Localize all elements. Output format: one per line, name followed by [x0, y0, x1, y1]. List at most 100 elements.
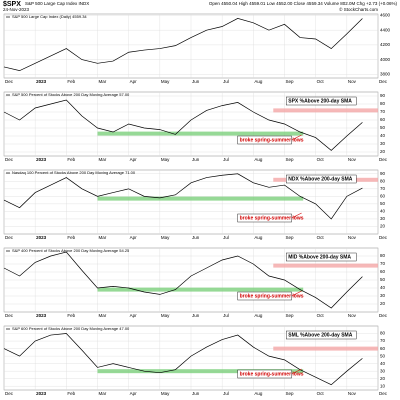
x-tick-label: Dec — [5, 391, 14, 396]
y-tick-label: 20 — [380, 224, 386, 229]
x-tick-label: 2023 — [36, 157, 47, 162]
y-tick-label: 90 — [380, 171, 386, 176]
y-tick-label: 50 — [380, 353, 386, 358]
x-tick-label: Jul — [223, 313, 229, 318]
x-tick-label: Jun — [192, 157, 200, 162]
x-tick-label: Nov — [348, 79, 357, 84]
credit: © StockCharts.com — [339, 6, 378, 12]
annotation-box — [286, 252, 357, 262]
level-band — [273, 108, 378, 113]
y-tick-label: 30 — [380, 368, 386, 373]
note-arrow — [291, 368, 302, 375]
annotation: MID %Above 200-day SMA — [288, 254, 351, 260]
x-tick-label: Apr — [130, 157, 138, 162]
y-tick-label: 40 — [380, 209, 386, 214]
x-tick-label: Feb — [67, 313, 75, 318]
x-tick-label: 2023 — [36, 235, 47, 240]
x-tick-label: Dec — [379, 235, 388, 240]
x-tick-label: Aug — [254, 79, 263, 84]
y-tick-label: 20 — [380, 376, 386, 381]
x-tick-label: Apr — [130, 235, 138, 240]
data-line — [3, 18, 363, 72]
x-tick-label: Apr — [130, 313, 138, 318]
y-tick-label: 20 — [380, 301, 386, 306]
x-tick-label: Jul — [223, 391, 229, 396]
y-tick-label: 4200 — [380, 42, 391, 47]
y-tick-label: 70 — [380, 186, 386, 191]
y-tick-label: 30 — [380, 141, 386, 146]
x-tick-label: Oct — [317, 79, 325, 84]
y-tick-label: 80 — [380, 331, 386, 336]
x-tick-label: Aug — [254, 235, 263, 240]
y-tick-label: 70 — [380, 261, 386, 266]
annotation-box — [286, 330, 357, 340]
data-line — [3, 333, 363, 386]
x-tick-label: Aug — [254, 157, 263, 162]
x-tick-label: 2023 — [36, 391, 47, 396]
y-tick-label: 50 — [380, 201, 386, 206]
x-tick-label: Nov — [348, 313, 357, 318]
y-tick-label: 4400 — [380, 27, 391, 32]
y-tick-label: 4600 — [380, 13, 391, 18]
y-tick-label: 60 — [380, 346, 386, 351]
y-tick-label: 80 — [380, 253, 386, 258]
y-tick-label: 3800 — [380, 72, 391, 77]
x-tick-label: May — [161, 391, 170, 396]
x-tick-label: Dec — [5, 235, 14, 240]
y-tick-label: 80 — [380, 101, 386, 106]
x-tick-label: Feb — [67, 391, 75, 396]
level-band — [97, 287, 304, 292]
annotation: SML %Above 200-day SMA — [288, 332, 352, 338]
x-tick-label: Mar — [99, 157, 107, 162]
x-tick-label: 2023 — [36, 79, 47, 84]
y-tick-label: 40 — [380, 361, 386, 366]
y-tick-label: 30 — [380, 293, 386, 298]
level-band — [273, 263, 378, 268]
note: broke spring-summer lows — [240, 371, 304, 377]
level-band — [97, 369, 304, 374]
note-arrow — [291, 212, 302, 219]
x-tick-label: Dec — [379, 157, 388, 162]
x-tick-label: Dec — [379, 313, 388, 318]
x-tick-label: Mar — [99, 235, 107, 240]
legend-label: S&P 500 Large Cap Index (Daily) 4559.34 — [12, 14, 87, 19]
y-tick-label: 50 — [380, 125, 386, 130]
legend-label: S&P 500 Percent of Stocks Above 200 Day … — [12, 92, 130, 97]
x-tick-label: Jun — [192, 235, 200, 240]
data-line — [3, 99, 363, 151]
note: broke spring-summer lows — [240, 137, 304, 143]
y-tick-label: 90 — [380, 93, 386, 98]
quote: Open 4550.04 High 4559.01 Low 4552.00 Cl… — [209, 1, 398, 6]
x-tick-label: May — [161, 313, 170, 318]
x-tick-label: Sep — [286, 157, 295, 162]
note-arrow — [291, 290, 302, 297]
x-tick-label: Oct — [317, 157, 325, 162]
x-tick-label: Jul — [223, 79, 229, 84]
x-tick-label: May — [161, 79, 170, 84]
y-tick-label: 4000 — [380, 57, 391, 62]
x-tick-label: Nov — [348, 157, 357, 162]
y-tick-label: 50 — [380, 277, 386, 282]
level-band — [273, 346, 378, 351]
y-tick-label: 70 — [380, 338, 386, 343]
x-tick-label: Sep — [286, 313, 295, 318]
security-name: S&P 500 Large Cap Index INDX — [25, 1, 89, 6]
y-tick-label: 70 — [380, 109, 386, 114]
x-tick-label: 2023 — [36, 313, 47, 318]
y-tick-label: 60 — [380, 194, 386, 199]
x-tick-label: Oct — [317, 235, 325, 240]
x-tick-label: Jun — [192, 391, 200, 396]
x-tick-label: Jul — [223, 235, 229, 240]
x-tick-label: Jun — [192, 79, 200, 84]
annotation: NDX %Above 200-day SMA — [288, 176, 353, 182]
x-tick-label: May — [161, 235, 170, 240]
x-tick-label: Apr — [130, 79, 138, 84]
x-tick-label: Oct — [317, 391, 325, 396]
x-tick-label: Sep — [286, 235, 295, 240]
x-tick-label: Mar — [99, 391, 107, 396]
x-tick-label: Sep — [286, 391, 295, 396]
x-tick-label: Jun — [192, 313, 200, 318]
level-band — [97, 131, 304, 136]
x-tick-label: Dec — [379, 79, 388, 84]
